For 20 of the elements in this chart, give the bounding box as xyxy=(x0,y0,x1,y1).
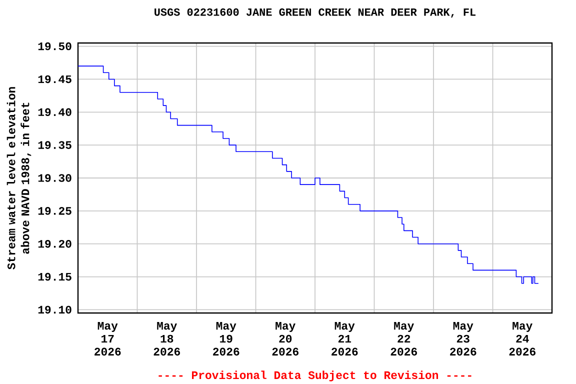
x-tick-label: May 21 2026 xyxy=(332,322,358,356)
x-tick-label: May 18 2026 xyxy=(154,322,180,356)
y-tick-label: 19.50 xyxy=(38,42,72,50)
y-tick-label: 19.25 xyxy=(38,207,72,215)
x-tick-label: May 17 2026 xyxy=(94,322,121,356)
x-tick-label: May 22 2026 xyxy=(390,322,417,356)
y-tick-label: 19.10 xyxy=(38,306,72,314)
text: ---- Provisional Data Subject to Revision ---- xyxy=(158,370,472,382)
y-tick-label: 19.35 xyxy=(38,141,72,149)
y-tick-label: 19.40 xyxy=(38,108,72,116)
y-tick-label: 19.45 xyxy=(38,75,72,84)
x-tick-label: May 23 2026 xyxy=(450,322,476,356)
y-tick-label: 19.15 xyxy=(38,272,72,281)
x-tick-label: May 24 2026 xyxy=(509,322,536,356)
y-tick-label: 19.30 xyxy=(38,174,72,182)
x-tick-label: May 20 2026 xyxy=(272,322,298,356)
y-axis-title: Stream water level elevation above NAVD 1988, in feet xyxy=(6,87,32,270)
chart-title: USGS 02231600 JANE GREEN CREEK NEAR DEER PARK, FL xyxy=(154,8,476,18)
x-tick-label: May 19 2026 xyxy=(213,322,240,356)
y-tick-label: 19.20 xyxy=(38,240,72,248)
